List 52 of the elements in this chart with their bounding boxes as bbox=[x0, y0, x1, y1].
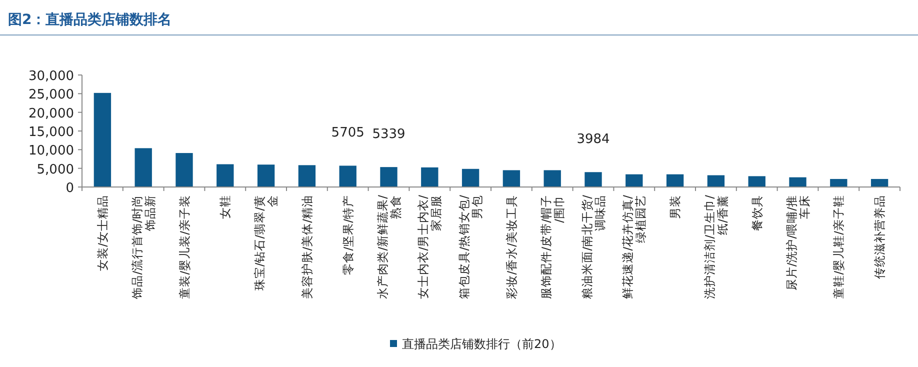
y-tick-label: 25,000 bbox=[28, 88, 74, 103]
y-tick-label: 15,000 bbox=[28, 125, 74, 140]
y-tick-label: 10,000 bbox=[28, 144, 74, 159]
y-tick-label: 30,000 bbox=[28, 69, 74, 84]
bar bbox=[421, 167, 438, 187]
x-tick-label: 鲜花速递/花卉仿真/绿植园艺 bbox=[620, 194, 648, 299]
x-tick-label: 男装 bbox=[668, 195, 682, 219]
bar bbox=[830, 178, 848, 187]
x-tick-label: 童鞋/婴儿鞋/亲子鞋 bbox=[832, 195, 846, 299]
bar bbox=[748, 176, 766, 187]
bar bbox=[789, 177, 806, 187]
data-label: 3984 bbox=[576, 132, 610, 148]
y-tick-label: 0 bbox=[66, 181, 74, 196]
x-tick-label: 饰品/流行首饰/时尚饰品新 bbox=[130, 195, 157, 300]
bar bbox=[502, 170, 520, 187]
x-tick-label: 餐饮具 bbox=[750, 195, 764, 231]
y-tick-label: 5,000 bbox=[36, 162, 74, 178]
bar bbox=[298, 165, 316, 187]
x-tick-label: 粮油米面/南北干货/调味品 bbox=[580, 194, 607, 299]
data-label: 5705 bbox=[331, 126, 364, 141]
bar bbox=[216, 164, 234, 187]
bar bbox=[544, 170, 561, 187]
x-tick-label: 洗护清洁剂/卫生巾/纸/香薰 bbox=[702, 194, 730, 299]
x-tick-label: 童装/婴儿装/亲子装 bbox=[177, 195, 192, 299]
bar bbox=[666, 174, 684, 187]
bar bbox=[380, 167, 398, 187]
y-tick-label: 20,000 bbox=[28, 106, 74, 122]
bar bbox=[134, 148, 152, 187]
x-tick-label: 零食/坚果/特产 bbox=[340, 195, 355, 275]
x-tick-label: 美容护肤/美体/精油 bbox=[300, 195, 314, 299]
chart-title: 图2：直播品类店铺数排名 bbox=[8, 11, 172, 28]
x-tick-label: 箱包皮具/热销女包/男包 bbox=[457, 194, 484, 299]
bar bbox=[462, 168, 480, 187]
bar bbox=[339, 166, 356, 187]
x-tick-label: 女装/女士精品 bbox=[95, 195, 110, 271]
x-tick-label: 传统滋补营养品 bbox=[872, 195, 887, 279]
x-tick-label: 水产肉类/新鲜蔬果/熟食 bbox=[375, 194, 402, 299]
x-tick-label: 女士内衣/男士内衣/家居服 bbox=[416, 194, 444, 299]
bar bbox=[176, 153, 193, 187]
legend-label: 直播品类店铺数排行（前20） bbox=[402, 337, 562, 351]
bar bbox=[626, 174, 643, 187]
x-tick-label: 服饰配件/皮带/帽子/围巾 bbox=[538, 195, 566, 299]
x-tick-label: 珠宝/钻石/翡翠/黄金 bbox=[252, 195, 280, 291]
data-label: 5339 bbox=[372, 127, 406, 142]
bar bbox=[94, 92, 112, 187]
bar bbox=[870, 178, 888, 187]
x-tick-label: 女鞋 bbox=[218, 195, 232, 219]
bar bbox=[584, 172, 602, 187]
bar bbox=[707, 175, 725, 187]
bar bbox=[257, 164, 275, 187]
x-tick-label: 彩妆/香水/美妆工具 bbox=[504, 195, 518, 299]
x-tick-label: 尿片/洗护/喂哺/推车床 bbox=[784, 195, 812, 291]
